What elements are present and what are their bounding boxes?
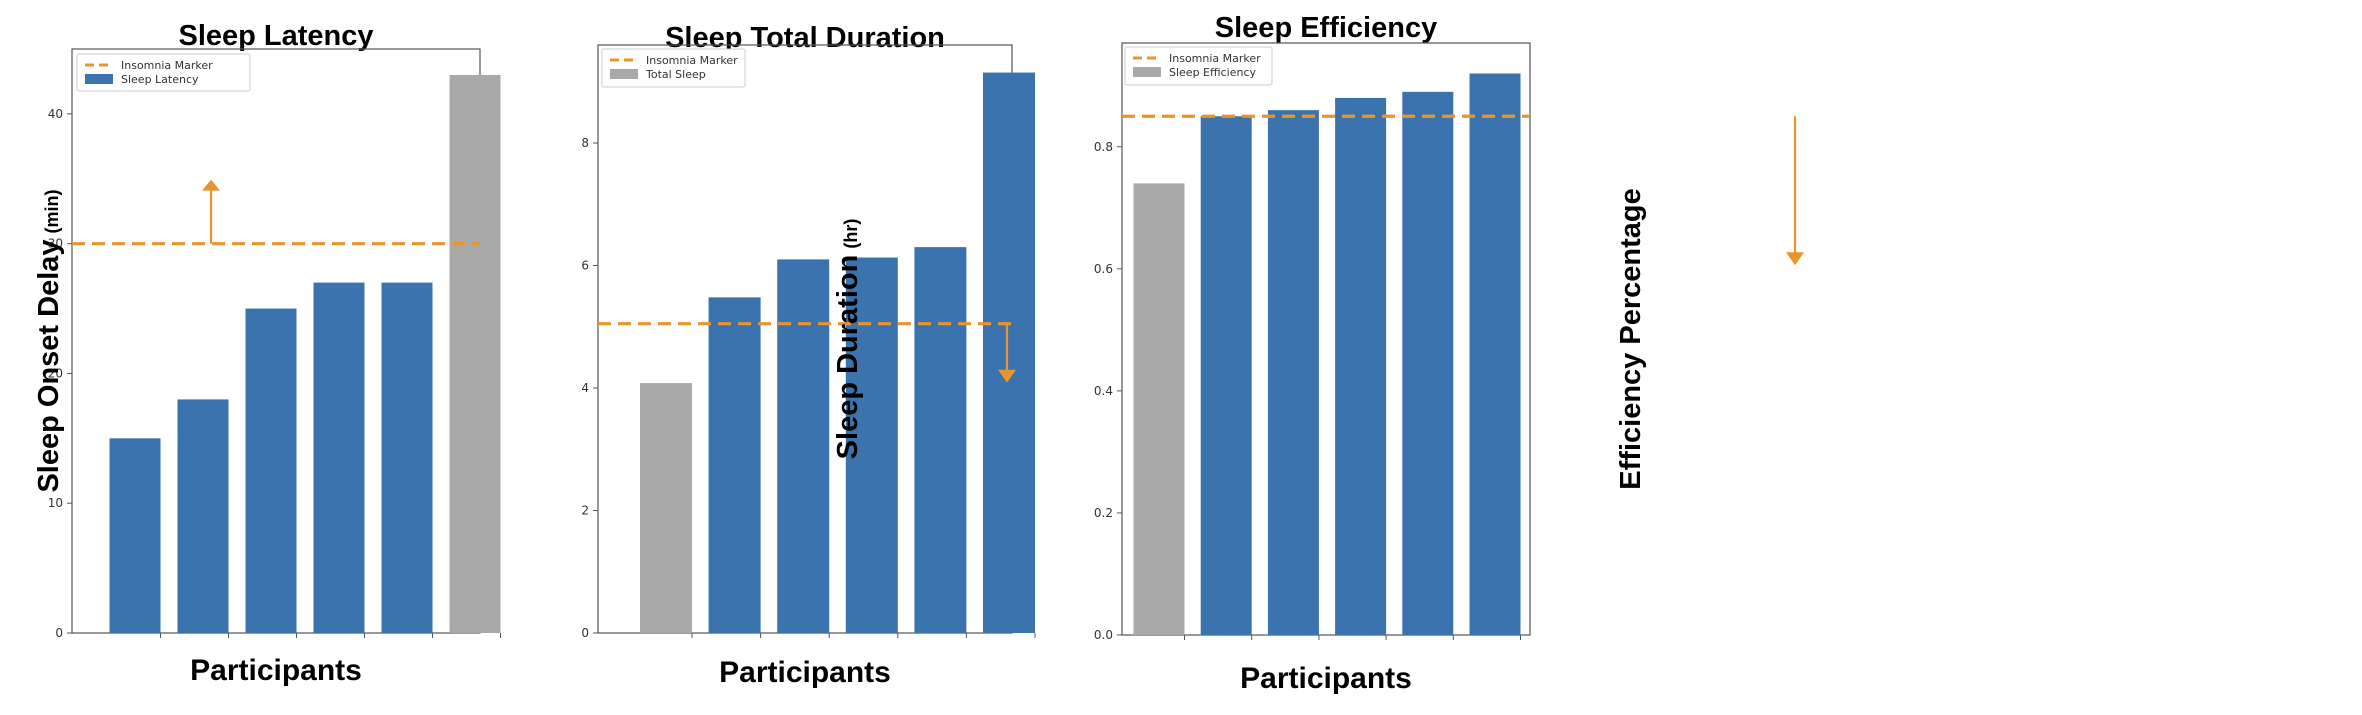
chart1-ytick-label: 10: [48, 496, 63, 510]
chart3-ytick-label: 0.6: [1094, 262, 1113, 276]
chart3-ylabel-text: Efficiency Percentage: [1615, 188, 1647, 489]
chart1-legend-label: Insomnia Marker: [121, 59, 213, 72]
chart1-ylabel-unit: (min): [42, 189, 62, 233]
chart2-bar: [777, 259, 830, 633]
chart3-title: Sleep Efficiency: [1215, 12, 1437, 44]
chart2-ytick-label: 0: [581, 626, 589, 640]
chart1-bar: [245, 308, 297, 633]
chart2-ylabel-text: Sleep Duration: [832, 255, 864, 460]
chart2-bar: [708, 297, 761, 633]
chart3-bar: [1402, 91, 1454, 635]
chart3-marker-arrow-head: [1786, 252, 1804, 266]
chart2-xlabel: Participants: [719, 656, 891, 689]
chart1-xlabel: Participants: [190, 654, 362, 687]
chart1-ytick-label: 20: [48, 366, 63, 380]
chart3-ytick-label: 0.0: [1094, 628, 1113, 642]
chart2-bar: [640, 383, 692, 633]
chart2-ytick-label: 2: [581, 504, 589, 518]
chart2-ytick-label: 6: [581, 259, 589, 273]
chart3-ytick-label: 0.2: [1094, 506, 1113, 520]
chart2-legend-label: Insomnia Marker: [646, 54, 738, 67]
chart2-marker-arrow-head: [998, 369, 1016, 383]
chart2-ylabel: Sleep Duration (hr): [832, 219, 864, 460]
chart2-ytick-label: 4: [581, 381, 589, 395]
chart3-legend-label: Insomnia Marker: [1169, 52, 1261, 65]
chart3-bar: [1335, 97, 1387, 635]
chart1-legend-bar-swatch: [85, 74, 113, 84]
chart1-bar: [109, 438, 161, 633]
chart2-ytick-label: 8: [581, 136, 589, 150]
chart2-bar: [914, 247, 967, 633]
chart1-bar: [381, 282, 433, 633]
chart2-bar: [845, 257, 898, 633]
chart3-ytick-label: 0.8: [1094, 140, 1113, 154]
chart3-ylabel: Efficiency Percentage: [1615, 188, 1647, 489]
chart1-ytick-label: 30: [48, 237, 63, 251]
chart1-bar: [449, 74, 501, 633]
chart2-bar: [983, 72, 1035, 633]
chart1-ytick-label: 0: [55, 626, 63, 640]
chart1-marker-arrow-head: [202, 179, 220, 191]
chart1-bar: [177, 399, 229, 633]
chart3-bar: [1267, 110, 1319, 635]
chart2-legend-bar-swatch: [610, 69, 638, 79]
chart3-bar: [1200, 116, 1252, 635]
chart1-bar: [313, 282, 365, 633]
chart1-ylabel-text: Sleep Onset Delay: [33, 239, 65, 492]
chart3-legend-bar-swatch: [1133, 67, 1161, 77]
chart1-title: Sleep Latency: [178, 20, 373, 52]
chart3-plot-frame: [1121, 42, 1531, 636]
chart2-legend-label: Total Sleep: [645, 68, 706, 81]
chart1-legend-label: Sleep Latency: [121, 73, 199, 86]
chart3-ytick-label: 0.4: [1094, 384, 1113, 398]
chart3-bar: [1469, 73, 1521, 636]
chart1-ytick-label: 40: [48, 107, 63, 121]
chart3-bar: [1133, 183, 1185, 635]
chart3-legend-box: [1124, 46, 1273, 86]
chart3-legend-label: Sleep Efficiency: [1169, 66, 1257, 79]
chart3-xlabel: Participants: [1240, 662, 1412, 695]
chart2-ylabel-unit: (hr): [841, 219, 861, 249]
chart1-legend-box: [76, 53, 251, 92]
chart1-ylabel: Sleep Onset Delay (min): [33, 189, 65, 492]
